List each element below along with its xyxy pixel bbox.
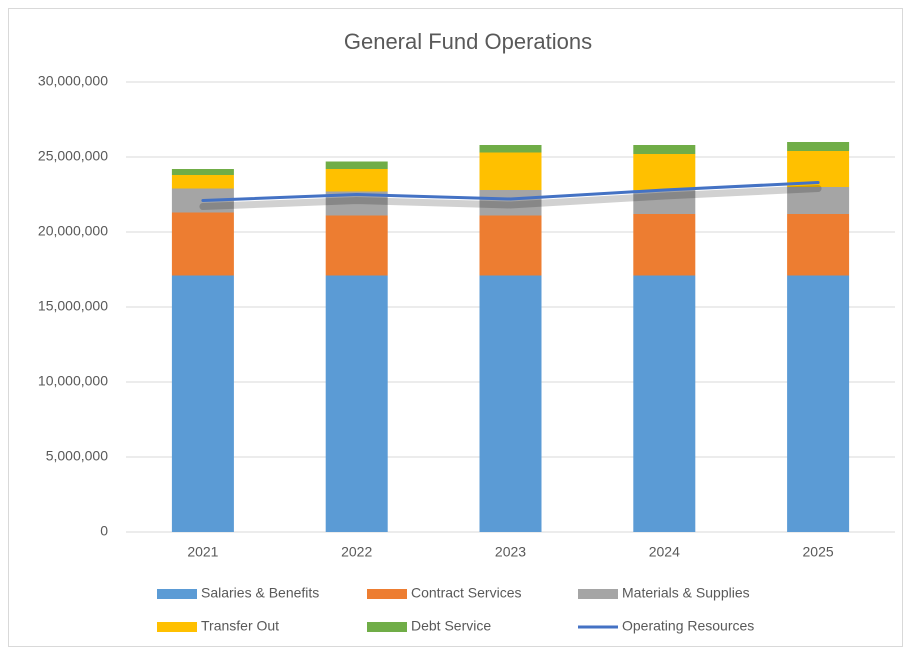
y-tick-label: 30,000,000 xyxy=(38,73,108,89)
chart-title: General Fund Operations xyxy=(344,29,592,54)
bar-segment xyxy=(633,154,696,190)
x-tick-label: 2024 xyxy=(649,544,680,560)
bar-segment xyxy=(479,190,542,216)
y-tick-label: 0 xyxy=(100,523,108,539)
legend-label: Materials & Supplies xyxy=(622,585,750,601)
bar-segment xyxy=(787,214,850,276)
bar-segment xyxy=(479,275,542,532)
bar-segment xyxy=(325,275,388,532)
bar-segment xyxy=(633,190,696,214)
bar-segment xyxy=(787,151,850,187)
legend-swatch xyxy=(157,622,197,632)
bar-segment xyxy=(171,275,234,532)
bar-segment xyxy=(633,145,696,154)
legend-swatch xyxy=(157,589,197,599)
y-tick-label: 5,000,000 xyxy=(46,448,108,464)
y-tick-label: 25,000,000 xyxy=(38,148,108,164)
bar-segment xyxy=(787,142,850,151)
y-tick-label: 10,000,000 xyxy=(38,373,108,389)
bar-segment xyxy=(479,215,542,276)
x-tick-label: 2023 xyxy=(495,544,526,560)
legend-label: Debt Service xyxy=(411,618,491,634)
legend-swatch xyxy=(367,589,407,599)
bar-segment xyxy=(479,152,542,190)
bar-segment xyxy=(325,161,388,169)
chart-frame xyxy=(8,8,903,647)
bar-segment xyxy=(325,215,388,276)
bar-segment xyxy=(171,212,234,276)
bar-segment xyxy=(787,275,850,532)
legend-swatch xyxy=(578,589,618,599)
bar-segment xyxy=(325,169,388,192)
legend-label: Salaries & Benefits xyxy=(201,585,319,601)
line xyxy=(201,181,820,202)
line-shadow xyxy=(199,185,822,210)
legend-swatch xyxy=(367,622,407,632)
y-tick-label: 15,000,000 xyxy=(38,298,108,314)
bar-segment xyxy=(171,175,234,189)
bar-segment xyxy=(633,275,696,532)
bar-segment xyxy=(479,145,542,153)
legend-label: Operating Resources xyxy=(622,618,754,634)
bar-segment xyxy=(633,214,696,276)
bar-segment xyxy=(787,187,850,214)
x-tick-label: 2025 xyxy=(803,544,834,560)
y-tick-label: 20,000,000 xyxy=(38,223,108,239)
bar-segment xyxy=(171,169,234,175)
legend-label: Contract Services xyxy=(411,585,521,601)
x-tick-label: 2022 xyxy=(341,544,372,560)
legend-label: Transfer Out xyxy=(201,618,279,634)
x-tick-label: 2021 xyxy=(187,544,218,560)
